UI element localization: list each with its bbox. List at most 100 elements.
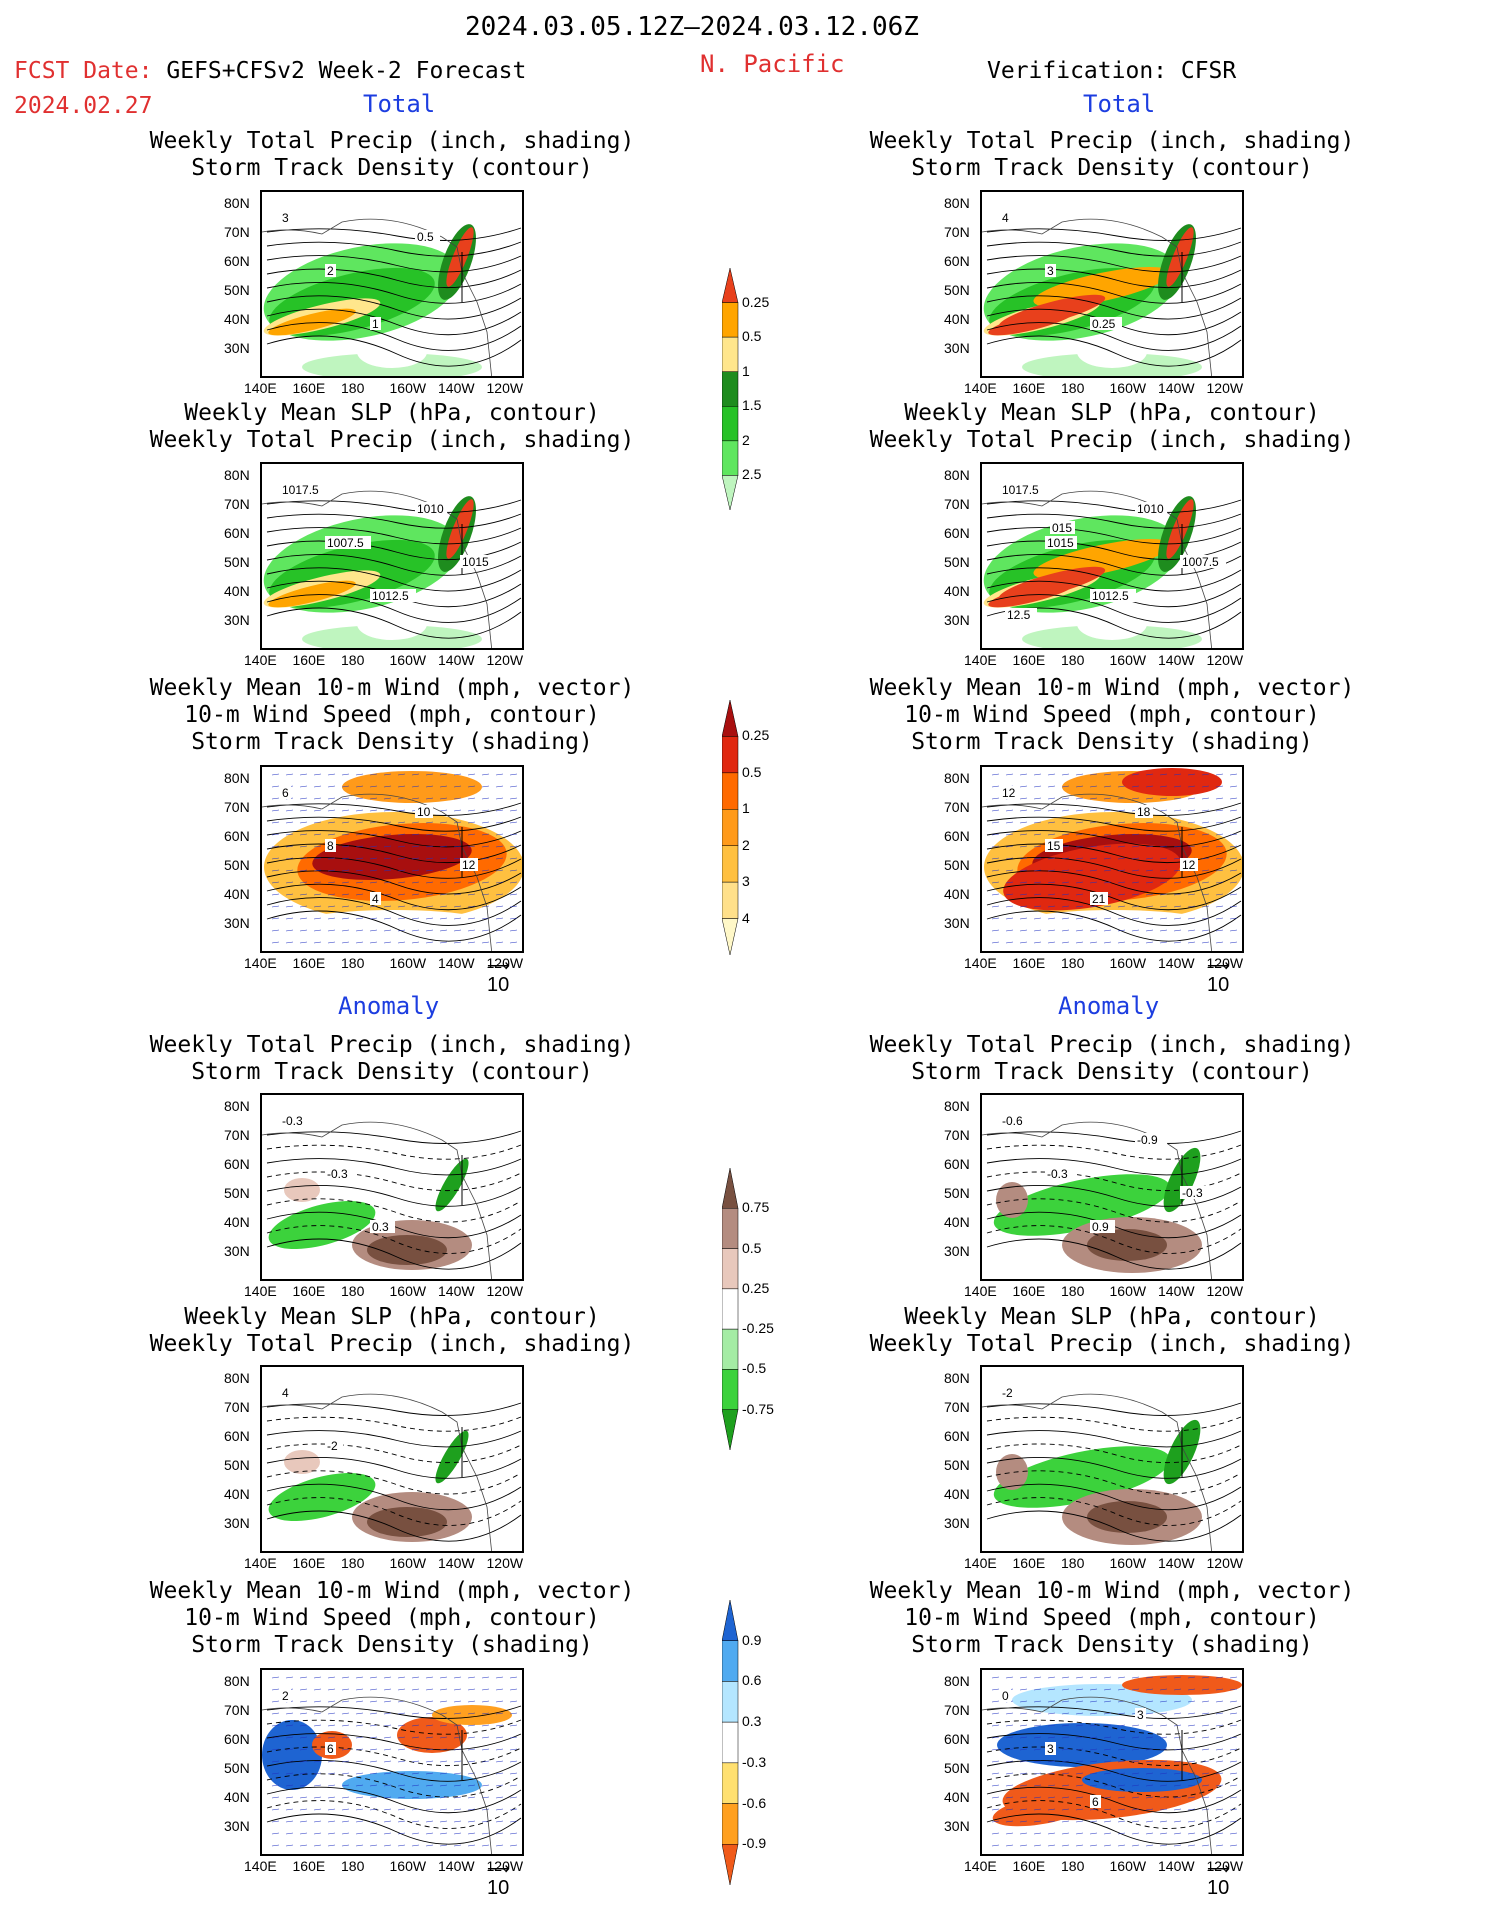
wind-vector (355, 929, 364, 932)
wind-vector (1075, 1844, 1084, 1847)
wind-vector (355, 845, 364, 848)
wind-vector (369, 1700, 378, 1703)
contour-line (986, 268, 1242, 289)
wind-vector (369, 785, 378, 788)
wind-vector (397, 1724, 406, 1727)
wind-vector (1089, 797, 1098, 800)
wind-vector (1047, 905, 1056, 908)
wind-vector (1201, 857, 1210, 860)
wind-vector (453, 1760, 462, 1763)
wind-vector (1201, 905, 1210, 908)
wind-vector (1215, 1796, 1224, 1799)
colorbar-tip (722, 268, 739, 303)
lat-tick-label: 80N (944, 1098, 970, 1114)
wind-vector (481, 773, 490, 776)
forecast-map: -0.3 -0.3 0.3 (260, 1093, 524, 1281)
lat-tick-label: 60N (944, 1156, 970, 1172)
wind-vector (439, 809, 448, 812)
lon-tick-label: 160W (389, 380, 427, 396)
wind-vector (1103, 821, 1112, 824)
wind-vector (299, 785, 308, 788)
panel-title: Weekly Mean 10-m Wind (mph, vector) 10-m … (792, 1580, 1432, 1661)
wind-vector (1005, 857, 1014, 860)
wind-vector (1117, 1724, 1126, 1727)
wind-vector (1159, 941, 1168, 944)
wind-vector (1159, 1796, 1168, 1799)
lat-tick-label: 50N (224, 857, 250, 873)
contour-line (266, 1800, 522, 1829)
wind-vector (495, 1832, 504, 1835)
wind-vector (355, 785, 364, 788)
panel-title-line: Weekly Mean SLP (hPa, contour) (184, 1304, 600, 1330)
wind-vector (1145, 1832, 1154, 1835)
wind-vector (453, 773, 462, 776)
colorbar-segment (722, 371, 739, 407)
svg-text:1017.5: 1017.5 (282, 483, 319, 497)
wind-vector (481, 1772, 490, 1775)
lat-tick-label: 50N (944, 1760, 970, 1776)
wind-vector (397, 905, 406, 908)
wind-vector (299, 1724, 308, 1727)
wind-vector (1201, 1748, 1210, 1751)
wind-vector (1103, 797, 1112, 800)
contour-line (266, 513, 522, 529)
shading-region (432, 1705, 512, 1725)
wind-vector (1089, 941, 1098, 944)
lon-tick-label: 140E (964, 380, 997, 396)
wind-vector (1159, 1676, 1168, 1679)
wind-vector (355, 773, 364, 776)
wind-vector (1075, 773, 1084, 776)
wind-vector (285, 1676, 294, 1679)
wind-vector (285, 773, 294, 776)
wind-vector (509, 905, 518, 908)
wind-vector (1173, 785, 1182, 788)
svg-text:1010: 1010 (1137, 502, 1164, 516)
svg-text:12: 12 (1182, 858, 1196, 872)
shading-region (284, 1178, 320, 1202)
wind-vector (1229, 1808, 1238, 1811)
wind-vector (1047, 785, 1056, 788)
wind-vector (1145, 929, 1154, 932)
lon-tick-label: 180 (341, 1555, 365, 1571)
wind-vector (991, 1676, 1000, 1679)
wind-vector (285, 833, 294, 836)
colorbar-label: 0.25 (742, 727, 770, 744)
wind-vector (509, 1832, 518, 1835)
wind-vector (467, 941, 476, 944)
wind-vector (509, 1820, 518, 1823)
lat-tick-label: 70N (944, 224, 970, 240)
wind-vector (285, 821, 294, 824)
wind-vector (1229, 1844, 1238, 1847)
wind-vector (1173, 1796, 1182, 1799)
wind-vector (467, 1808, 476, 1811)
wind-vector (1033, 1808, 1042, 1811)
lat-tick-label: 60N (944, 1731, 970, 1747)
wind-vector (467, 1760, 476, 1763)
wind-vector (495, 929, 504, 932)
wind-vector (1019, 1808, 1028, 1811)
contour-line (986, 1813, 1242, 1845)
wind-vector (397, 1832, 406, 1835)
wind-vector (439, 1724, 448, 1727)
wind-vector (1159, 905, 1168, 908)
colorbar-label: 0.25 (742, 293, 770, 310)
wind-vector (327, 1724, 336, 1727)
wind-vector (991, 1712, 1000, 1715)
wind-vector (1187, 1760, 1196, 1763)
wind-vector (313, 833, 322, 836)
contour-line (266, 816, 522, 832)
svg-text:15: 15 (1047, 839, 1061, 853)
wind-vector (1187, 1820, 1196, 1823)
wind-vector (1005, 1844, 1014, 1847)
wind-vector (1019, 941, 1028, 944)
wind-vector (991, 1808, 1000, 1811)
colorbar (722, 700, 739, 956)
wind-vector (509, 821, 518, 824)
wind-vector (1145, 881, 1154, 884)
wind-vector (1047, 1676, 1056, 1679)
wind-vector (369, 1796, 378, 1799)
wind-vector (411, 1724, 420, 1727)
wind-vector (285, 1820, 294, 1823)
verification-map: -0.6 -0.3 0.9 -0.9 -0.3 (980, 1093, 1244, 1281)
wind-vector (1061, 1688, 1070, 1691)
